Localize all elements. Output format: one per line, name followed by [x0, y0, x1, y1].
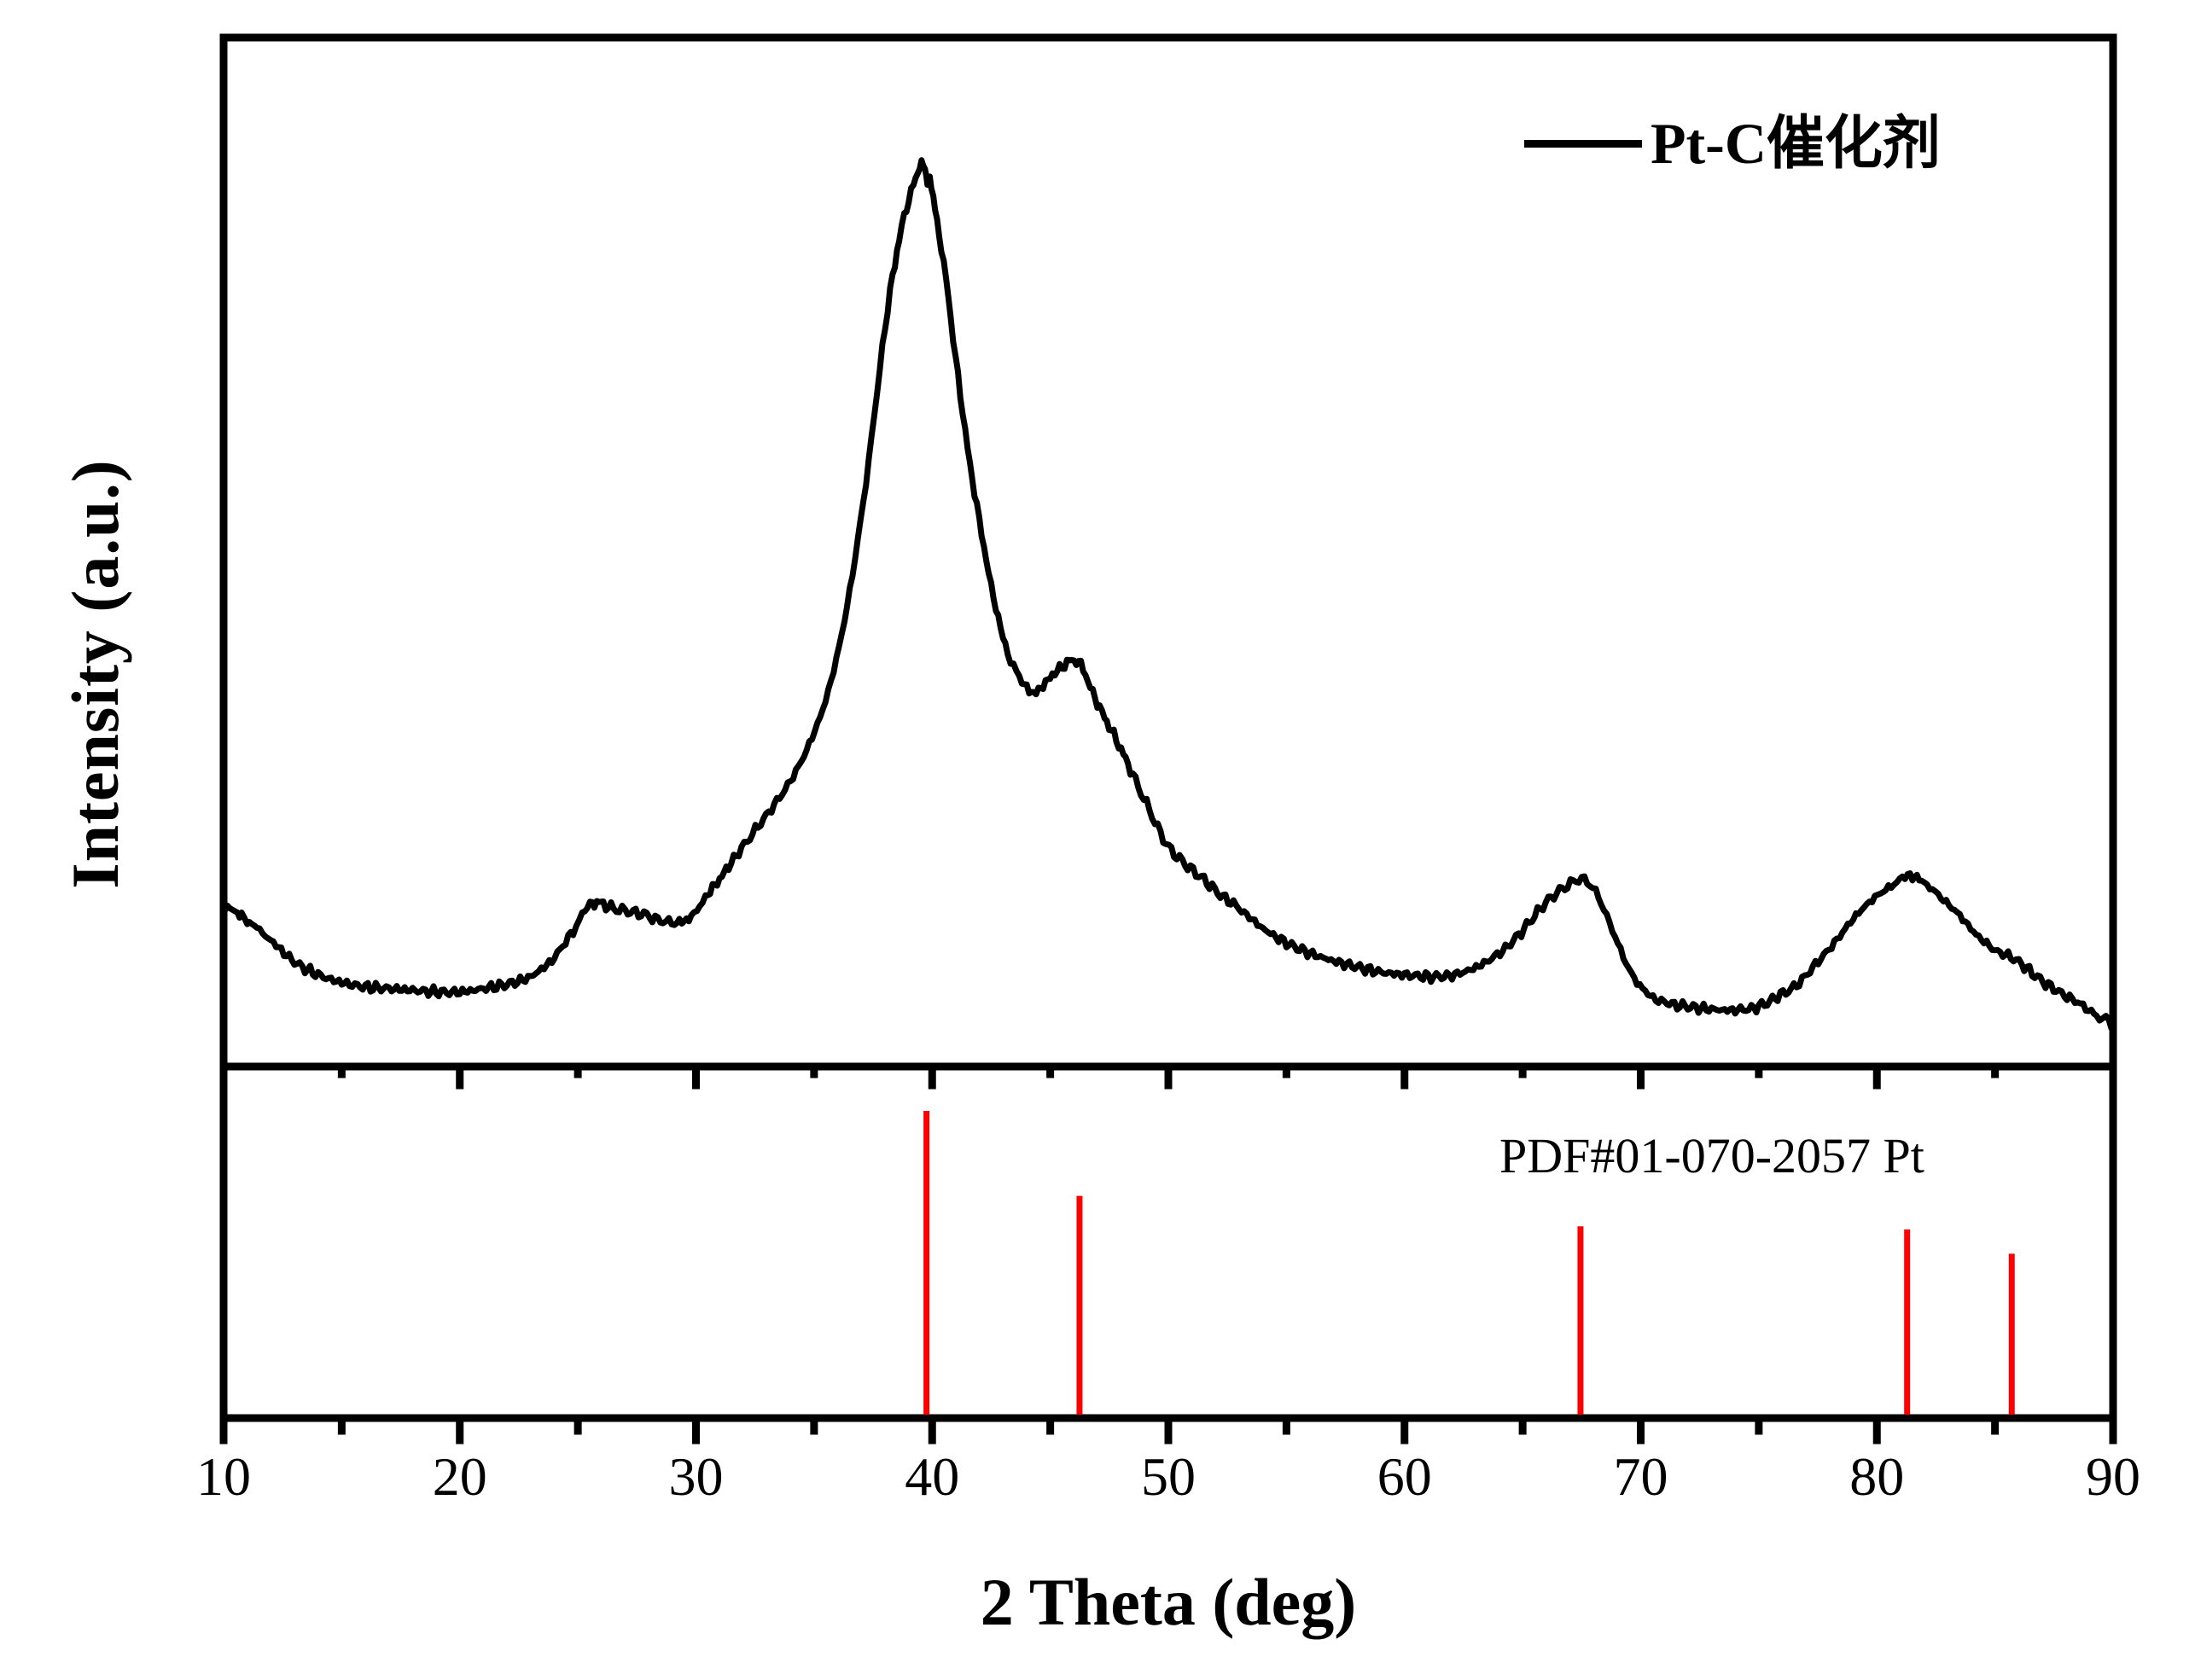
x-tick-label: 90 [2086, 1446, 2140, 1507]
legend: Pt-C催化剂 [1524, 111, 1941, 176]
x-tick-label: 30 [668, 1446, 724, 1507]
legend-line-sample [1524, 139, 1642, 148]
x-tick-label: 50 [1141, 1446, 1196, 1507]
x-tick-label: 70 [1613, 1446, 1668, 1507]
x-tick-label: 60 [1377, 1446, 1432, 1507]
lower-panel-frame [219, 1062, 2117, 1422]
x-tick-label: 10 [196, 1446, 251, 1507]
x-tick-label: 80 [1849, 1446, 1905, 1507]
y-axis-title: Intensity (a.u.) [58, 459, 132, 889]
upper-panel-frame [219, 33, 2117, 1071]
legend-series-label: Pt-C催化剂 [1651, 111, 1941, 176]
reference-pattern-label: PDF#01-070-2057 Pt [1499, 1128, 1924, 1183]
x-tick-label: 20 [432, 1446, 487, 1507]
xrd-curve [220, 157, 2116, 1032]
axis-ticks [219, 1070, 2117, 1445]
x-tick-label: 40 [905, 1446, 960, 1507]
x-axis-title: 2 Theta (deg) [980, 1565, 1357, 1639]
